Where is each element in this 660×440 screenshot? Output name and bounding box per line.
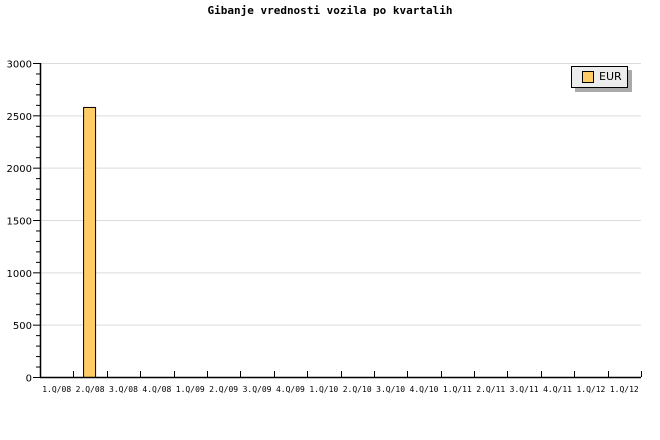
x-tick-label: 1.Q/11 xyxy=(443,385,472,394)
x-tick-label: 2.Q/08 xyxy=(76,385,105,394)
x-tick-label: 2.Q/09 xyxy=(209,385,238,394)
x-tick-label: 3.Q/09 xyxy=(243,385,272,394)
legend-swatch xyxy=(582,71,594,83)
y-tick-label: 0 xyxy=(26,374,32,385)
x-tick-label: 1.Q/10 xyxy=(309,385,338,394)
legend: EUR xyxy=(571,66,628,88)
y-tick-label: 1500 xyxy=(7,217,32,228)
x-tick-label: 2.Q/10 xyxy=(343,385,372,394)
x-tick-label: 1.Q/12 xyxy=(610,385,639,394)
y-tick-label: 1000 xyxy=(7,269,32,280)
y-tick-label: 2000 xyxy=(7,164,32,175)
x-tick-label: 3.Q/11 xyxy=(510,385,539,394)
x-tick-label: 3.Q/08 xyxy=(109,385,138,394)
x-tick-label: 2.Q/11 xyxy=(476,385,505,394)
x-tick-label: 4.Q/11 xyxy=(543,385,572,394)
y-tick-label: 3000 xyxy=(7,60,32,71)
x-tick-label: 4.Q/10 xyxy=(410,385,439,394)
x-tick-label: 4.Q/08 xyxy=(142,385,171,394)
y-tick-label: 500 xyxy=(13,321,32,332)
x-tick-label: 3.Q/10 xyxy=(376,385,405,394)
x-tick-label: 1.Q/08 xyxy=(42,385,71,394)
x-tick-label: 1.Q/12 xyxy=(576,385,605,394)
y-tick-label: 2500 xyxy=(7,112,32,123)
legend-label: EUR xyxy=(599,70,622,83)
x-tick-label: 4.Q/09 xyxy=(276,385,305,394)
chart-title: Gibanje vrednosti vozila po kvartalih xyxy=(207,4,453,17)
bar xyxy=(83,106,97,379)
x-tick-label: 1.Q/09 xyxy=(176,385,205,394)
